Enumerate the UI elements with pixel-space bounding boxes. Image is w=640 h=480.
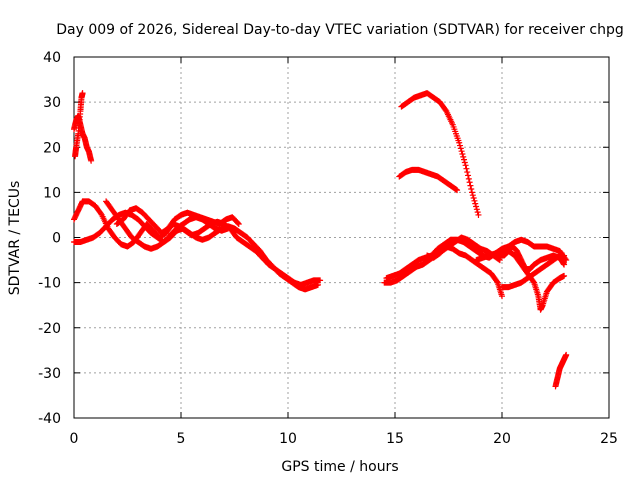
data-point xyxy=(317,277,324,284)
y-tick-label--20: -20 xyxy=(38,321,61,337)
data-point xyxy=(461,159,468,166)
data-point xyxy=(465,175,472,182)
data-point xyxy=(457,142,464,149)
data-point xyxy=(469,192,476,199)
data-point xyxy=(475,211,482,218)
data-point xyxy=(225,225,232,232)
data-point xyxy=(469,189,476,196)
y-tick-label-20: 20 xyxy=(43,140,61,156)
y-tick-label-40: 40 xyxy=(43,50,61,66)
x-tick-label-0: 0 xyxy=(70,431,79,447)
data-point xyxy=(530,278,537,285)
y-tick-label--40: -40 xyxy=(38,411,61,427)
series-arc-12 xyxy=(398,90,482,218)
series-arc-11 xyxy=(499,252,568,291)
data-point xyxy=(561,252,568,259)
x-tick-label-20: 20 xyxy=(493,431,511,447)
y-tick-label-0: 0 xyxy=(52,231,61,247)
data-point xyxy=(456,139,463,146)
data-point xyxy=(467,182,474,189)
data-point xyxy=(458,148,465,155)
data-point xyxy=(454,187,461,194)
data-point xyxy=(457,145,464,152)
y-tick-label--30: -30 xyxy=(38,366,61,382)
data-point xyxy=(563,351,570,358)
x-tick-label-10: 10 xyxy=(279,431,297,447)
series-arc-13 xyxy=(396,166,461,194)
axis-ticks: 0 5 10 15 20 25 -40 -30 -20 -10 0 10 20 30 40 xyxy=(38,50,618,447)
x-tick-label-15: 15 xyxy=(386,431,404,447)
data-point xyxy=(463,165,470,172)
series-arc-1b xyxy=(72,90,86,160)
data-point xyxy=(499,293,505,300)
data-point xyxy=(464,169,471,176)
data-point xyxy=(470,195,477,202)
data-point xyxy=(473,206,480,213)
data-point xyxy=(561,272,568,279)
data-point xyxy=(88,157,95,164)
data-point xyxy=(462,162,469,169)
data-point xyxy=(79,90,86,97)
y-tick-label-10: 10 xyxy=(43,185,61,201)
data-point xyxy=(471,197,478,204)
data-point xyxy=(235,220,242,227)
y-axis-label: SDTVAR / TECUs xyxy=(7,181,23,296)
series-arc-3 xyxy=(71,209,321,293)
data-point xyxy=(461,156,468,163)
x-tick-label-5: 5 xyxy=(177,431,186,447)
data-point xyxy=(459,151,466,158)
data-point xyxy=(468,185,475,192)
series-arc-8 xyxy=(424,243,505,300)
data-series xyxy=(71,90,570,390)
data-point xyxy=(466,179,473,186)
series-arc-1 xyxy=(71,112,95,164)
data-point xyxy=(561,261,568,268)
y-tick-label-30: 30 xyxy=(43,95,61,111)
series-arc-5 xyxy=(113,205,242,236)
series-arc-2 xyxy=(71,198,324,288)
x-tick-label-25: 25 xyxy=(600,431,618,447)
data-point xyxy=(493,278,500,285)
data-point xyxy=(314,281,321,288)
series-arc-14 xyxy=(552,351,570,390)
y-tick-label--10: -10 xyxy=(38,276,61,292)
data-point xyxy=(474,209,481,216)
data-point xyxy=(472,200,479,207)
data-point xyxy=(465,172,472,179)
data-point xyxy=(460,153,467,160)
data-point xyxy=(473,203,480,210)
x-axis-label: GPS time / hours xyxy=(281,459,398,475)
chart-title: Day 009 of 2026, Sidereal Day-to-day VTE… xyxy=(56,22,624,38)
data-point xyxy=(234,220,241,227)
